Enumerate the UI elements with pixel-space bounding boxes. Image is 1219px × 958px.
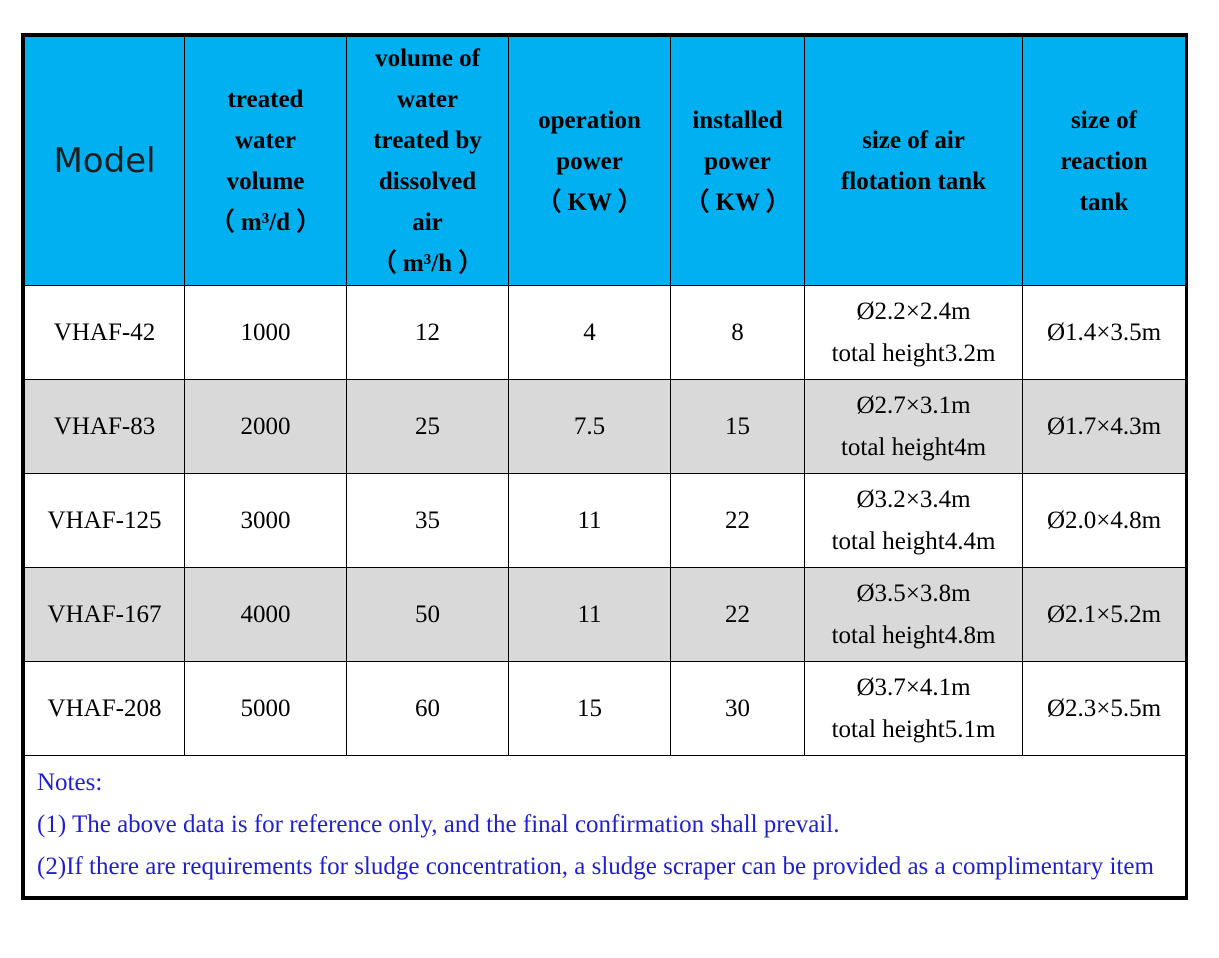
flotation-total-height: total height3.2m [831,339,996,367]
table-row: VHAF-208 5000 60 15 30 Ø3.7×4.1m total height5… [24,661,1186,756]
cell-flotation-tank-size: Ø2.2×2.4m total height3.2m [804,285,1023,380]
cell-installed: 30 [670,661,805,756]
header-air-flotation-tank-size: size of air flotation tank [804,36,1023,286]
cell-dissolved: 12 [346,285,509,380]
header-operation-power: operation power （ KW ） [508,36,671,286]
spec-table: Model treated water volume （ m³/d ） volu… [21,33,1188,900]
cell-dissolved: 60 [346,661,509,756]
table-row: VHAF-125 3000 35 11 22 Ø3.2×3.4m total height4… [24,473,1186,568]
header-row: Model treated water volume （ m³/d ） volu… [24,36,1186,286]
cell-operation: 11 [508,567,671,662]
cell-reaction: Ø2.1×5.2m [1022,567,1186,662]
header-dissolved-air-volume: volume of water treated by dissolved air… [346,36,509,286]
flotation-total-height: total height4.8m [831,621,996,649]
header-installed-power: installed power （ KW ） [670,36,805,286]
cell-treated: 1000 [184,285,347,380]
cell-operation: 7.5 [508,379,671,474]
header-model: Model [24,36,185,286]
note-2: (2)If there are requirements for sludge … [37,853,1154,880]
notes-cell: Notes: (1) The above data is for referen… [24,755,1186,897]
cell-operation: 4 [508,285,671,380]
flotation-dimensions: Ø3.2×3.4m [856,485,971,513]
cell-reaction: Ø2.3×5.5m [1022,661,1186,756]
cell-treated: 4000 [184,567,347,662]
header-treated-water-volume: treated water volume （ m³/d ） [184,36,347,286]
cell-installed: 8 [670,285,805,380]
header-reaction-tank-size: size of reaction tank [1022,36,1186,286]
cell-treated: 3000 [184,473,347,568]
cell-dissolved: 50 [346,567,509,662]
cell-installed: 22 [670,567,805,662]
spec-table-body: VHAF-42 1000 12 4 8 Ø2.2×2.4m total height3.2m… [24,285,1186,756]
cell-model: VHAF-125 [24,473,185,568]
cell-reaction: Ø1.7×4.3m [1022,379,1186,474]
flotation-dimensions: Ø2.7×3.1m [856,391,971,419]
note-1: (1) The above data is for reference only… [37,811,840,838]
cell-flotation-tank-size: Ø2.7×3.1m total height4m [804,379,1023,474]
cell-installed: 22 [670,473,805,568]
cell-flotation-tank-size: Ø3.5×3.8m total height4.8m [804,567,1023,662]
cell-dissolved: 25 [346,379,509,474]
cell-model: VHAF-208 [24,661,185,756]
table-row: VHAF-167 4000 50 11 22 Ø3.5×3.8m total height4… [24,567,1186,662]
table-row: VHAF-42 1000 12 4 8 Ø2.2×2.4m total height3.2m… [24,285,1186,380]
flotation-dimensions: Ø3.5×3.8m [856,579,971,607]
flotation-total-height: total height5.1m [831,715,996,743]
equipment-spec-table: Model treated water volume （ m³/d ） volu… [24,36,1186,897]
cell-flotation-tank-size: Ø3.7×4.1m total height5.1m [804,661,1023,756]
cell-treated: 5000 [184,661,347,756]
flotation-dimensions: Ø3.7×4.1m [856,673,971,701]
cell-installed: 15 [670,379,805,474]
cell-reaction: Ø2.0×4.8m [1022,473,1186,568]
cell-flotation-tank-size: Ø3.2×3.4m total height4.4m [804,473,1023,568]
flotation-total-height: total height4m [840,433,987,461]
cell-operation: 11 [508,473,671,568]
cell-treated: 2000 [184,379,347,474]
notes-row: Notes: (1) The above data is for referen… [24,755,1186,897]
cell-operation: 15 [508,661,671,756]
cell-model: VHAF-167 [24,567,185,662]
notes-title: Notes: [37,769,103,796]
flotation-total-height: total height4.4m [831,527,996,555]
cell-reaction: Ø1.4×3.5m [1022,285,1186,380]
flotation-dimensions: Ø2.2×2.4m [856,297,971,325]
cell-dissolved: 35 [346,473,509,568]
cell-model: VHAF-83 [24,379,185,474]
table-row: VHAF-83 2000 25 7.5 15 Ø2.7×3.1m total height4… [24,379,1186,474]
cell-model: VHAF-42 [24,285,185,380]
